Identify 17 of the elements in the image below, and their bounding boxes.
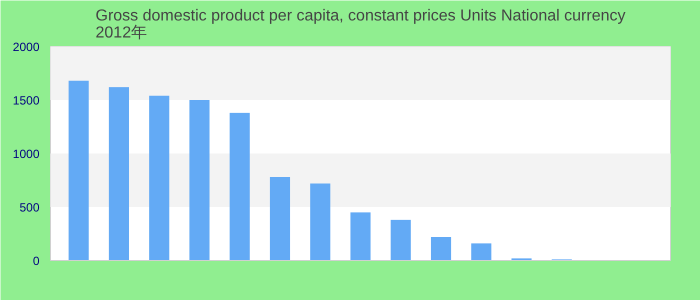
bar [350,212,371,260]
y-tick-label: 0 [32,254,40,268]
bar [108,87,130,260]
bar [430,236,452,260]
bar [149,96,170,260]
bar [310,183,330,260]
bar [68,80,89,260]
y-tick-label: 1500 [12,94,40,108]
y-tick-label: 500 [19,200,40,214]
bar [471,243,492,260]
bar [390,220,411,260]
y-tick-label: 1000 [12,147,40,161]
y-tick-label: 2000 [12,40,40,54]
bar [270,177,290,260]
bar [230,112,250,260]
chart-title: Gross domestic product per capita, constant prices Units National currency 2012年 [95,8,626,42]
bar [189,100,210,260]
